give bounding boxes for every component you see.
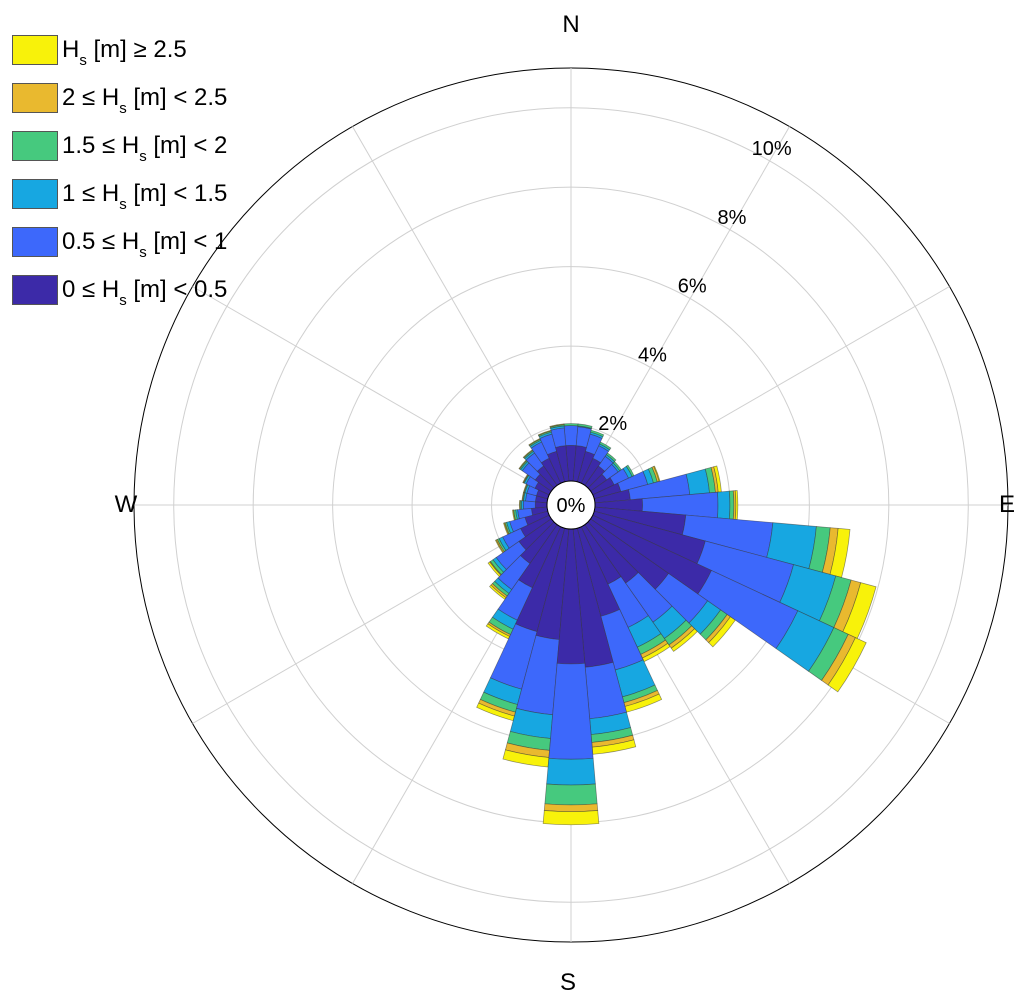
sector-130 xyxy=(570,504,736,648)
sector-180 xyxy=(542,504,600,826)
compass-north-label: N xyxy=(562,11,580,38)
legend: Hs [m] ≥ 2.5 2 ≤ Hs [m] < 2.5 1.5 ≤ Hs [… xyxy=(12,26,227,314)
grid-spoke xyxy=(570,126,790,506)
bar-segment xyxy=(827,637,867,693)
bar-segment xyxy=(476,702,515,722)
legend-label: 2 ≤ Hs [m] < 2.5 xyxy=(62,84,228,117)
sector-200 xyxy=(476,504,572,722)
grid-spoke xyxy=(570,286,950,506)
ring-label: 2% xyxy=(598,413,627,435)
bar-segment xyxy=(502,749,550,768)
legend-swatch xyxy=(12,227,58,257)
sector-80 xyxy=(570,465,722,506)
bar-segment xyxy=(708,616,736,648)
bar-segment xyxy=(577,423,593,429)
bar-segment xyxy=(489,584,507,600)
compass-west-label: W xyxy=(114,491,138,518)
ring-label: 4% xyxy=(638,344,667,366)
bar-segment xyxy=(543,803,599,813)
bar-segment xyxy=(563,425,579,447)
sector-250 xyxy=(503,504,572,536)
ring-labels: 2% 4% 6% 8% 10% xyxy=(598,138,792,435)
compass-south-label: S xyxy=(559,969,577,996)
sector-120 xyxy=(570,504,867,693)
legend-item-hs-ge-2.5: Hs [m] ≥ 2.5 xyxy=(12,26,227,74)
center-hub: 0% xyxy=(546,480,596,530)
bar-segment xyxy=(728,490,735,520)
sector-140 xyxy=(570,504,698,652)
legend-label: 0 ≤ Hs [m] < 0.5 xyxy=(62,276,228,309)
bar-segment xyxy=(487,561,502,578)
sector-90 xyxy=(570,490,739,520)
bar-segment xyxy=(544,783,598,806)
bar-segment xyxy=(503,522,509,536)
bar-segment xyxy=(717,490,731,520)
center-circle xyxy=(546,480,596,530)
bar-segment xyxy=(519,500,521,510)
legend-swatch xyxy=(12,275,58,305)
bar-segment xyxy=(494,539,504,554)
legend-swatch xyxy=(12,35,58,65)
bar-segment xyxy=(485,623,511,640)
bar-segment xyxy=(563,423,579,427)
legend-swatch xyxy=(12,131,58,161)
sector-190 xyxy=(502,504,572,768)
legend-item-hs-1-1.5: 1 ≤ Hs [m] < 1.5 xyxy=(12,170,227,218)
legend-item-hs-2-2.5: 2 ≤ Hs [m] < 2.5 xyxy=(12,74,227,122)
legend-item-hs-1.5-2: 1.5 ≤ Hs [m] < 2 xyxy=(12,122,227,170)
legend-swatch xyxy=(12,179,58,209)
grid-spoke xyxy=(192,286,572,506)
bar-segment xyxy=(670,628,698,652)
center-label: 0% xyxy=(557,495,586,517)
sector-210 xyxy=(485,504,572,640)
bar-segment xyxy=(734,490,739,520)
sector-110 xyxy=(570,504,877,639)
sector-170 xyxy=(570,504,637,755)
ring-label: 10% xyxy=(752,138,792,160)
legend-label: Hs [m] ≥ 2.5 xyxy=(62,36,187,69)
legend-label: 0.5 ≤ Hs [m] < 1 xyxy=(62,228,228,261)
ring-label: 6% xyxy=(678,276,707,298)
bar-segment xyxy=(522,500,536,510)
bar-segment xyxy=(542,810,600,826)
legend-item-hs-0-0.5: 0 ≤ Hs [m] < 0.5 xyxy=(12,266,227,314)
legend-item-hs-0.5-1: 0.5 ≤ Hs [m] < 1 xyxy=(12,218,227,266)
legend-label: 1 ≤ Hs [m] < 1.5 xyxy=(62,180,228,213)
legend-swatch xyxy=(12,83,58,113)
bar-segment xyxy=(599,441,612,451)
bar-segment xyxy=(546,757,596,786)
bar-segment xyxy=(512,509,516,521)
rose-bars xyxy=(476,423,877,826)
legend-label: 1.5 ≤ Hs [m] < 2 xyxy=(62,132,228,165)
bar-segment xyxy=(549,423,565,428)
bar-segment xyxy=(605,452,617,462)
ring-label: 8% xyxy=(717,207,746,229)
bar-segment xyxy=(590,429,605,438)
compass-east-label: E xyxy=(998,491,1014,518)
